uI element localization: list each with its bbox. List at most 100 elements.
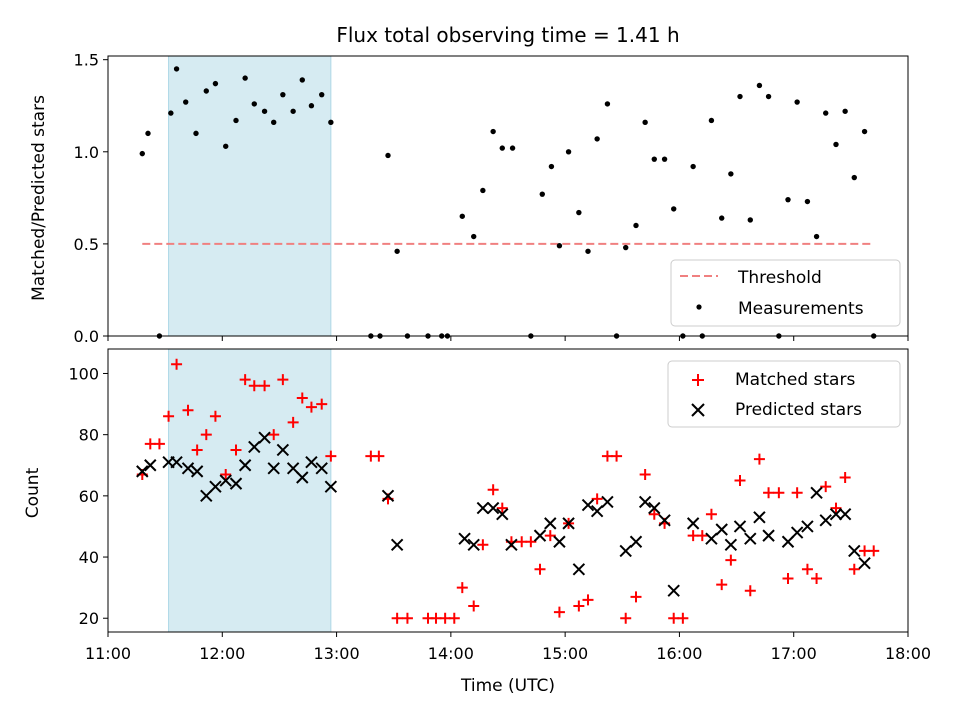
measurements-point bbox=[299, 77, 305, 83]
predicted-stars-point bbox=[753, 511, 766, 524]
predicted-stars-point bbox=[572, 563, 586, 576]
predicted-stars-point bbox=[505, 538, 518, 552]
predicted-stars-point bbox=[190, 465, 204, 478]
measurements-point bbox=[804, 198, 811, 205]
bottom-shaded-span bbox=[168, 348, 332, 633]
matched-stars-point bbox=[630, 591, 642, 603]
predicted-stars-point bbox=[267, 462, 280, 475]
matched-stars-point bbox=[182, 404, 194, 416]
measurements-point bbox=[794, 99, 800, 105]
measurements-point bbox=[765, 93, 772, 100]
measurements-point bbox=[565, 149, 572, 155]
measurements-point bbox=[308, 103, 315, 109]
predicted-stars-point bbox=[276, 443, 290, 457]
legend-predicted-label: Predicted stars bbox=[735, 400, 862, 420]
matched-stars-point bbox=[316, 398, 328, 410]
matched-stars-point bbox=[296, 392, 308, 404]
measurements-point bbox=[861, 128, 868, 135]
measurements-point bbox=[813, 233, 820, 240]
matched-stars-point bbox=[820, 481, 832, 493]
matched-stars-point bbox=[391, 612, 403, 624]
predicted-stars-point bbox=[601, 495, 614, 509]
matched-stars-point bbox=[487, 484, 499, 496]
matched-stars-point bbox=[811, 572, 823, 584]
top-axes-frame bbox=[107, 55, 909, 337]
bottom-x-tick-label: 16:00 bbox=[656, 644, 702, 663]
matched-stars-point bbox=[477, 539, 489, 551]
bottom-x-tick-label: 12:00 bbox=[199, 644, 245, 663]
measurements-point bbox=[642, 119, 648, 126]
predicted-stars-point bbox=[458, 532, 471, 545]
measurements-point bbox=[604, 101, 611, 107]
measurements-point bbox=[851, 174, 857, 181]
legend-predicted-swatch bbox=[691, 403, 705, 417]
matched-stars-point bbox=[448, 612, 460, 624]
predicted-stars-point bbox=[648, 501, 661, 515]
predicted-stars-point bbox=[638, 495, 652, 509]
bottom-x-tick-label: 15:00 bbox=[542, 644, 588, 663]
top-panel: 0.0 0.5 1.0 1.5 bbox=[74, 51, 909, 346]
matched-stars-point bbox=[544, 530, 556, 542]
measurements-point bbox=[385, 152, 391, 159]
matched-stars-point bbox=[401, 612, 413, 624]
predicted-stars-point bbox=[581, 498, 595, 512]
matched-stars-point bbox=[591, 493, 603, 505]
matched-stars-point bbox=[830, 502, 842, 514]
predicted-stars-point bbox=[496, 508, 509, 521]
measurements-point bbox=[747, 217, 753, 223]
measurements-point bbox=[661, 156, 668, 162]
predicted-stars-point bbox=[667, 584, 680, 597]
matched-stars-point bbox=[705, 508, 717, 520]
matched-stars-point bbox=[744, 585, 756, 597]
measurements-point bbox=[145, 130, 151, 137]
matched-stars-point bbox=[582, 594, 594, 606]
predicted-stars-point bbox=[629, 535, 643, 548]
matched-stars-point bbox=[848, 563, 860, 575]
matched-stars-point bbox=[191, 444, 203, 456]
matched-stars-point bbox=[277, 374, 289, 386]
predicted-stars-point bbox=[136, 465, 149, 478]
bottom-y-tick-label: 100 bbox=[68, 364, 99, 383]
legend-matched-label: Matched stars bbox=[735, 370, 855, 390]
predicted-stars-point bbox=[296, 471, 309, 484]
matched-stars-point bbox=[573, 600, 585, 612]
matched-stars-point bbox=[239, 374, 251, 386]
predicted-stars-point bbox=[305, 455, 318, 469]
measurements-point bbox=[290, 108, 296, 114]
top-legend-box bbox=[670, 259, 901, 327]
legend-threshold-label: Threshold bbox=[737, 268, 822, 288]
matched-stars-point bbox=[620, 612, 632, 624]
matched-stars-point bbox=[773, 487, 785, 499]
measurements-point bbox=[671, 206, 677, 212]
matched-stars-point bbox=[791, 487, 803, 499]
measurements-point bbox=[394, 248, 400, 254]
measurements-point bbox=[548, 163, 555, 170]
predicted-stars-point bbox=[533, 529, 547, 542]
measurements-point bbox=[280, 91, 286, 98]
predicted-stars-point bbox=[658, 514, 671, 527]
predicted-stars-point bbox=[486, 501, 500, 515]
predicted-stars-point bbox=[819, 514, 832, 527]
bottom-x-tick-label: 18:00 bbox=[885, 644, 931, 663]
measurements-point bbox=[203, 88, 209, 94]
predicted-stars-point bbox=[810, 486, 823, 500]
predicted-stars-point bbox=[848, 544, 861, 558]
predicted-stars-point bbox=[181, 462, 195, 475]
matched-stars-point bbox=[287, 416, 299, 428]
legend-measurements-label: Measurements bbox=[738, 299, 864, 319]
measurements-point bbox=[183, 99, 189, 105]
predicted-stars-point bbox=[229, 477, 243, 490]
measurements-point bbox=[833, 141, 839, 148]
matched-stars-point bbox=[373, 450, 385, 462]
top-y-axis-label: Matched/Predicted stars bbox=[29, 95, 49, 301]
predicted-stars-point bbox=[801, 520, 814, 533]
predicted-stars-point bbox=[705, 532, 718, 545]
measurements-point bbox=[756, 82, 763, 89]
measurements-point bbox=[785, 196, 791, 203]
measurements-point bbox=[328, 119, 334, 126]
matched-stars-point bbox=[268, 429, 280, 441]
top-legend: Threshold Measurements bbox=[670, 259, 901, 327]
measurements-point bbox=[708, 117, 715, 124]
